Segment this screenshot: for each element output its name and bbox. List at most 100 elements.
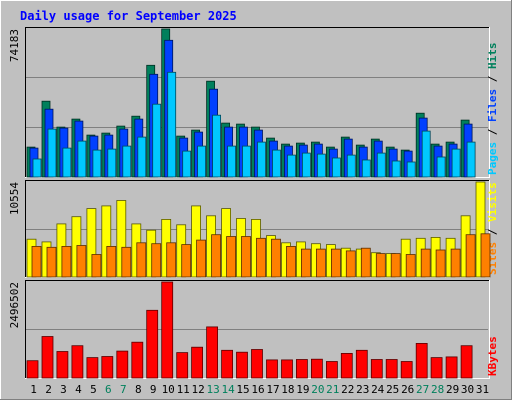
bar-pages-day-20 [316, 153, 326, 178]
bar-pages-day-30 [466, 141, 476, 178]
x-tick-label: 17 [266, 383, 279, 396]
bar-sites-day-1 [31, 245, 42, 278]
x-tick-label: 8 [135, 383, 142, 396]
bar-sites-day-17 [271, 238, 281, 278]
bar-pages-day-13 [212, 114, 222, 178]
legend-item-files: Files [486, 89, 499, 122]
legend-item-pages: Pages [486, 142, 499, 175]
bar-sites-day-20 [315, 248, 326, 278]
bar-sites-day-19 [300, 248, 311, 278]
bar-sites-day-18 [286, 245, 296, 278]
bar-sites-day-6 [106, 245, 117, 278]
bar-kbytes-day-26 [400, 361, 413, 379]
x-tick-label: 6 [105, 383, 112, 396]
x-tick-label: 13 [206, 383, 219, 396]
x-tick-label: 22 [341, 383, 354, 396]
bar-pages-day-11 [182, 150, 192, 178]
bar-kbytes-day-3 [56, 351, 69, 379]
legend-separator: / [486, 122, 499, 142]
bar-sites-day-15 [241, 236, 251, 278]
bar-visits-day-31 [475, 181, 486, 278]
bar-pages-day-28 [436, 156, 446, 178]
bar-sites-day-14 [226, 236, 237, 278]
x-tick-label: 27 [416, 383, 429, 396]
bar-sites-day-30 [465, 234, 476, 278]
bar-kbytes-day-13 [206, 326, 219, 379]
bar-kbytes-day-22 [340, 352, 353, 379]
x-tick-label: 15 [236, 383, 249, 396]
x-tick-label: 24 [371, 383, 385, 396]
x-tick-label: 31 [476, 383, 489, 396]
bar-kbytes-day-15 [236, 351, 248, 379]
bar-kbytes-day-20 [310, 358, 323, 379]
legend-separator: / [486, 69, 499, 89]
bar-pages-day-10 [167, 71, 177, 178]
bar-kbytes-day-28 [430, 357, 443, 379]
bar-kbytes-day-17 [266, 359, 278, 379]
bar-pages-day-26 [406, 161, 416, 178]
bar-sites-day-7 [121, 246, 132, 278]
bar-kbytes-day-11 [176, 352, 189, 379]
bar-kbytes-day-9 [146, 309, 159, 379]
bar-sites-day-16 [256, 237, 266, 278]
bar-pages-day-4 [77, 140, 87, 178]
bar-sites-day-22 [345, 250, 356, 278]
bar-kbytes-day-24 [370, 359, 383, 379]
x-tick-label: 10 [162, 383, 175, 396]
bar-visits-day-5 [86, 208, 97, 278]
x-axis-labels: 1 2 3 4 5 6 7 8 9 10 11 12 13 14 15 16 17 18 19 20 21 22 23 24 2… [30, 383, 489, 396]
bar-pages-day-27 [421, 130, 431, 178]
x-tick-label: 26 [401, 383, 414, 396]
bar-pages-day-6 [107, 148, 117, 178]
x-tick-label: 28 [431, 383, 444, 396]
bar-kbytes-day-27 [415, 342, 428, 379]
bar-kbytes-day-7 [116, 350, 129, 379]
x-tick-label: 25 [386, 383, 399, 396]
bar-kbytes-day-5 [86, 357, 99, 379]
bar-kbytes-day-6 [101, 356, 114, 379]
bar-visits-day-7 [116, 200, 127, 278]
bar-sites-day-27 [420, 248, 431, 278]
bar-kbytes-day-19 [295, 359, 308, 379]
bar-visits-day-6 [101, 205, 112, 278]
bar-sites-day-31 [480, 233, 491, 278]
legend-hits-files-pages: Pages / Files / Hits [486, 43, 499, 176]
y-max-label: 74183 [8, 29, 21, 62]
bar-sites-day-2 [46, 246, 57, 278]
bar-kbytes-day-25 [385, 359, 398, 379]
x-tick-label: 11 [177, 383, 190, 396]
legend-item-kbytes: KBytes [486, 336, 499, 376]
bar-pages-day-22 [346, 154, 356, 178]
y-max-label: 10554 [8, 182, 21, 215]
x-tick-label: 29 [446, 383, 459, 396]
x-tick-label: 30 [461, 383, 474, 396]
x-tick-label: 5 [90, 383, 97, 396]
bar-pages-day-17 [272, 149, 281, 178]
x-tick-label: 14 [221, 383, 235, 396]
bar-pages-day-21 [331, 157, 341, 178]
bar-pages-day-12 [197, 145, 207, 178]
bar-sites-day-11 [181, 244, 192, 278]
bar-sites-day-28 [435, 249, 446, 278]
bar-pages-day-19 [301, 152, 311, 178]
legend-item-hits: Hits [486, 43, 499, 70]
bar-sites-day-5 [91, 254, 102, 278]
bar-pages-day-14 [227, 145, 237, 178]
bar-sites-day-4 [76, 245, 87, 278]
bar-kbytes-day-23 [355, 349, 368, 379]
bar-pages-day-29 [451, 148, 461, 178]
bar-kbytes-day-14 [221, 349, 234, 379]
x-tick-label: 18 [281, 383, 294, 396]
bar-pages-day-2 [47, 128, 57, 178]
x-tick-label: 9 [150, 383, 157, 396]
bar-pages-day-24 [376, 152, 386, 178]
bar-sites-day-23 [360, 247, 371, 278]
bar-sites-day-13 [211, 234, 222, 278]
bar-pages-day-8 [137, 136, 147, 178]
bar-kbytes-day-29 [445, 356, 458, 379]
bar-kbytes-day-21 [325, 361, 338, 379]
bar-sites-day-12 [196, 239, 207, 278]
